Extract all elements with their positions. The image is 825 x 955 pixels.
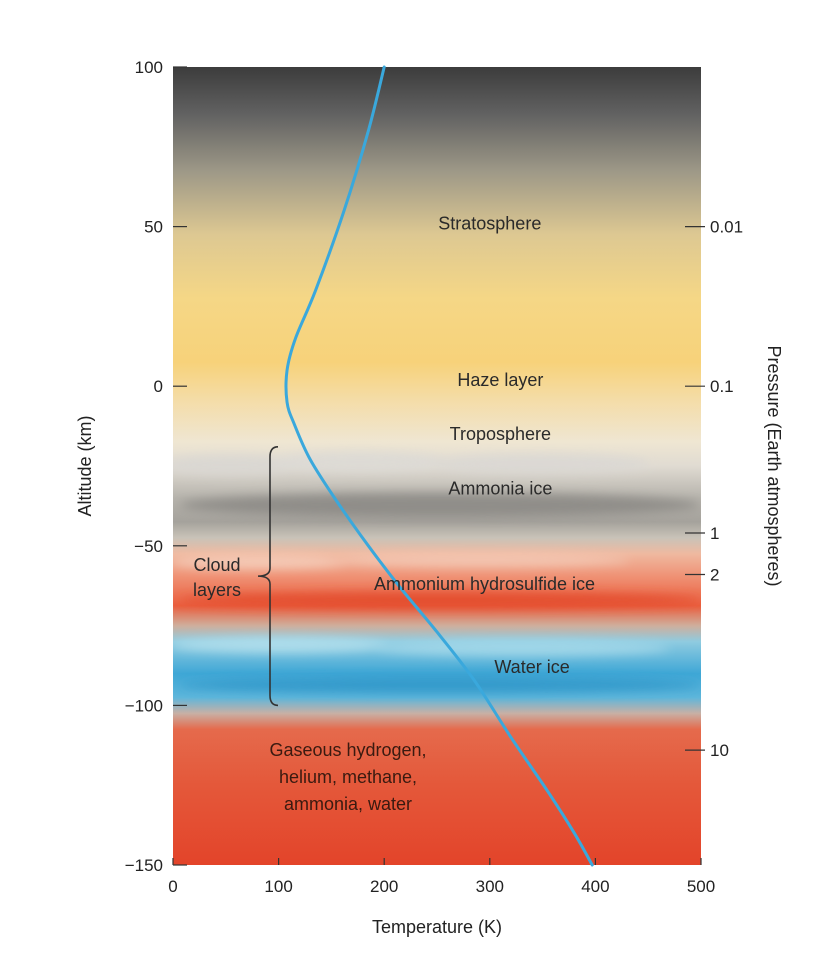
x-tick-label: 200 (370, 877, 398, 896)
x-tick-label: 500 (687, 877, 715, 896)
layer-label: Haze layer (457, 370, 543, 390)
x-tick-label: 300 (476, 877, 504, 896)
ah-cloud-puff (173, 555, 350, 569)
temperature-profile-line (284, 65, 594, 867)
plot-area (173, 67, 701, 865)
ah-cloud-puff (180, 592, 700, 608)
layer-label: Water ice (494, 657, 569, 677)
y-axis-title: Altitude (km) (75, 415, 95, 516)
y-axis: 100 50 0 −50 −100 −150 (125, 58, 187, 875)
ammonia-cloud-puff (270, 452, 450, 472)
ammonia-cloud-puff (180, 493, 700, 517)
water-cloud-puff (370, 640, 670, 656)
y-tick-label: −150 (125, 856, 163, 875)
layer-label: Troposphere (450, 424, 551, 444)
pressure-axis-title: Pressure (Earth atmospheres) (764, 345, 784, 586)
water-cloud-puff (180, 677, 700, 693)
pressure-tick-label: 2 (710, 566, 719, 585)
pressure-tick-label: 0.01 (710, 218, 743, 237)
y-tick-label: 50 (144, 218, 163, 237)
ah-cloud-puff (330, 553, 630, 567)
pressure-tick-label: 0.1 (710, 377, 734, 396)
x-tick-label: 100 (264, 877, 292, 896)
y-tick-label: −100 (125, 696, 163, 715)
x-axis: 0 100 200 300 400 500 (168, 858, 715, 896)
pressure-axis: 0.01 0.1 1 2 10 (685, 218, 743, 760)
deep-atmosphere-label: Gaseous hydrogen, helium, methane, ammonia… (269, 740, 426, 814)
pressure-tick-label: 1 (710, 524, 719, 543)
cloud-layers-label-line-2: layers (193, 580, 241, 600)
deep-atmosphere-line: Gaseous hydrogen, (269, 740, 426, 760)
layer-label: Ammonia ice (448, 478, 552, 498)
cloud-bands (173, 452, 700, 693)
y-tick-label: −50 (134, 537, 163, 556)
x-tick-label: 0 (168, 877, 177, 896)
y-tick-label: 100 (135, 58, 163, 77)
x-axis-title: Temperature (K) (372, 917, 502, 937)
ammonia-cloud-puff (430, 454, 650, 474)
ammonia-cloud-puff (173, 455, 300, 475)
layer-label: Stratosphere (438, 213, 541, 233)
cloud-layers-label-line-1: Cloud (193, 555, 240, 575)
deep-atmosphere-line: ammonia, water (284, 794, 412, 814)
pressure-tick-label: 10 (710, 741, 729, 760)
x-tick-label: 400 (581, 877, 609, 896)
water-cloud-puff (173, 637, 390, 653)
layer-labels: Stratosphere Haze layer Troposphere Ammonia… (374, 213, 595, 677)
deep-atmosphere-line: helium, methane, (279, 767, 417, 787)
cloud-layers-bracket (257, 446, 279, 707)
y-tick-label: 0 (154, 377, 163, 396)
layer-label: Ammonium hydrosulfide ice (374, 574, 595, 594)
